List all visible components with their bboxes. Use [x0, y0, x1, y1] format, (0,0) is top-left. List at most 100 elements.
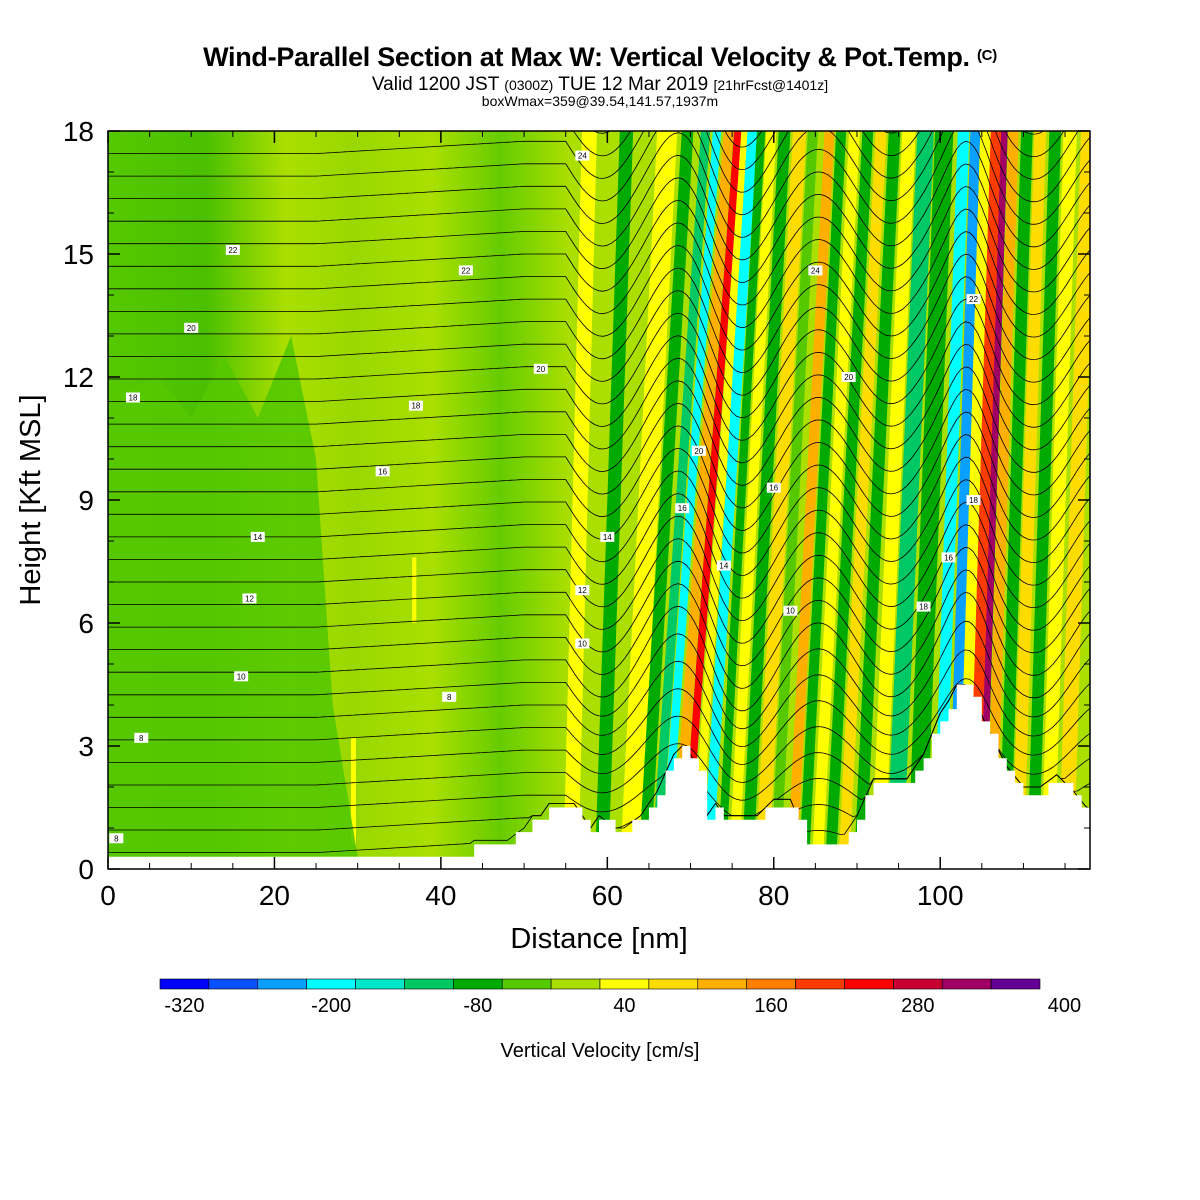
- svg-text:16: 16: [944, 553, 953, 562]
- colorbar-swatch: [257, 978, 307, 990]
- colorbar-tick-label: 280: [901, 995, 934, 1017]
- contour-label: 24: [808, 265, 823, 276]
- x-tick-label: 100: [917, 880, 964, 911]
- colorbar-swatch: [306, 978, 356, 990]
- contour-label: 8: [109, 833, 124, 844]
- svg-text:16: 16: [378, 467, 387, 476]
- contour-label: 10: [783, 605, 798, 616]
- theta-contour: [108, 411, 1090, 531]
- svg-text:20: 20: [844, 373, 853, 382]
- x-axis: 0 20 40 60 80 100: [100, 131, 1066, 911]
- theta-contour: [108, 546, 1090, 667]
- theta-contour: [108, 163, 1090, 283]
- contour-label: 18: [916, 601, 931, 612]
- svg-text:12: 12: [578, 586, 587, 595]
- velocity-band: [871, 131, 916, 869]
- velocity-band: [998, 131, 1033, 869]
- velocity-band: [811, 131, 860, 869]
- theta-contour: [108, 208, 1090, 328]
- x-tick-label: 40: [425, 880, 456, 911]
- theta-contour: [108, 389, 1090, 509]
- theta-contour: [108, 649, 1090, 748]
- theta-contour: [108, 434, 1090, 554]
- x-axis-label: Distance [nm]: [510, 923, 687, 955]
- theta-contour: [108, 131, 1065, 171]
- svg-text:18: 18: [129, 394, 138, 403]
- theta-contour: [108, 131, 1090, 216]
- contour-label: 10: [575, 638, 590, 649]
- contour-label: 18: [125, 392, 140, 403]
- svg-text:20: 20: [694, 447, 703, 456]
- theta-contour: [108, 366, 1090, 486]
- contour-label: 24: [575, 150, 590, 161]
- velocity-band: [978, 131, 1008, 869]
- copyright-mark: (C): [976, 47, 997, 64]
- x-tick-label: 80: [758, 880, 789, 911]
- contour-label: 14: [600, 531, 615, 542]
- colorbar-swatch: [453, 978, 503, 990]
- svg-text:18: 18: [919, 603, 928, 612]
- contour-label: 20: [184, 322, 199, 333]
- svg-text:8: 8: [447, 693, 452, 702]
- velocity-band: [671, 131, 734, 869]
- colorbar-swatch: [159, 978, 210, 990]
- svg-text:22: 22: [461, 266, 470, 275]
- contour-label: 14: [250, 531, 265, 542]
- svg-text:20: 20: [536, 365, 545, 374]
- theta-contour: [108, 501, 1090, 622]
- theta-contour: [108, 276, 1090, 396]
- contour-label: 16: [675, 503, 690, 514]
- contour-label: 20: [691, 445, 706, 456]
- theta-contour: [108, 620, 1090, 730]
- colorbar-swatch: [844, 978, 894, 990]
- velocity-band: [932, 131, 970, 869]
- svg-text:16: 16: [769, 484, 778, 493]
- theta-contour: [108, 131, 1079, 193]
- colorbar-label: Vertical Velocity [cm/s]: [501, 1040, 700, 1062]
- svg-text:8: 8: [139, 734, 144, 743]
- contour-label: 20: [533, 363, 548, 374]
- velocity-band: [412, 557, 417, 623]
- velocity-band: [886, 131, 934, 869]
- contour-label: 22: [225, 244, 240, 255]
- velocity-band: [594, 131, 634, 869]
- velocity-band: [1011, 131, 1047, 869]
- theta-contour: [108, 479, 1090, 599]
- contour-label: 16: [375, 466, 390, 477]
- velocity-band: [691, 131, 750, 869]
- svg-text:18: 18: [969, 496, 978, 505]
- y-tick-label: 6: [78, 608, 94, 639]
- svg-text:12: 12: [245, 594, 254, 603]
- contour-label: 10: [234, 671, 249, 682]
- colorbar-tick-label: 40: [613, 995, 635, 1017]
- velocity-band: [770, 131, 818, 869]
- svg-text:10: 10: [237, 672, 246, 681]
- svg-text:10: 10: [786, 607, 795, 616]
- theta-contour: [108, 253, 1090, 374]
- y-tick-label: 0: [78, 854, 94, 885]
- velocity-band: [681, 131, 742, 869]
- velocity-band: [968, 131, 1002, 869]
- theta-contour: [108, 569, 1090, 689]
- svg-text:18: 18: [411, 402, 420, 411]
- colorbar-swatch: [355, 978, 405, 990]
- svg-text:24: 24: [578, 152, 587, 161]
- y-tick-label: 12: [63, 362, 94, 393]
- theta-contour: [108, 298, 1090, 419]
- contour-label: 22: [966, 294, 981, 305]
- colorbar-swatch: [795, 978, 845, 990]
- svg-text:24: 24: [811, 266, 820, 275]
- velocity-band: [581, 131, 613, 869]
- colorbar-swatch: [746, 978, 796, 990]
- theta-contour: [108, 456, 1090, 576]
- svg-text:10: 10: [578, 640, 587, 649]
- colorbar-swatch: [599, 978, 650, 990]
- colorbar-swatch: [697, 978, 747, 990]
- theta-contour: [593, 131, 1045, 148]
- contour-label: 18: [966, 495, 981, 505]
- velocity-band: [563, 131, 597, 869]
- velocity-band: [838, 131, 887, 869]
- colorbar-swatch: [990, 978, 1041, 990]
- velocity-band: [609, 131, 653, 869]
